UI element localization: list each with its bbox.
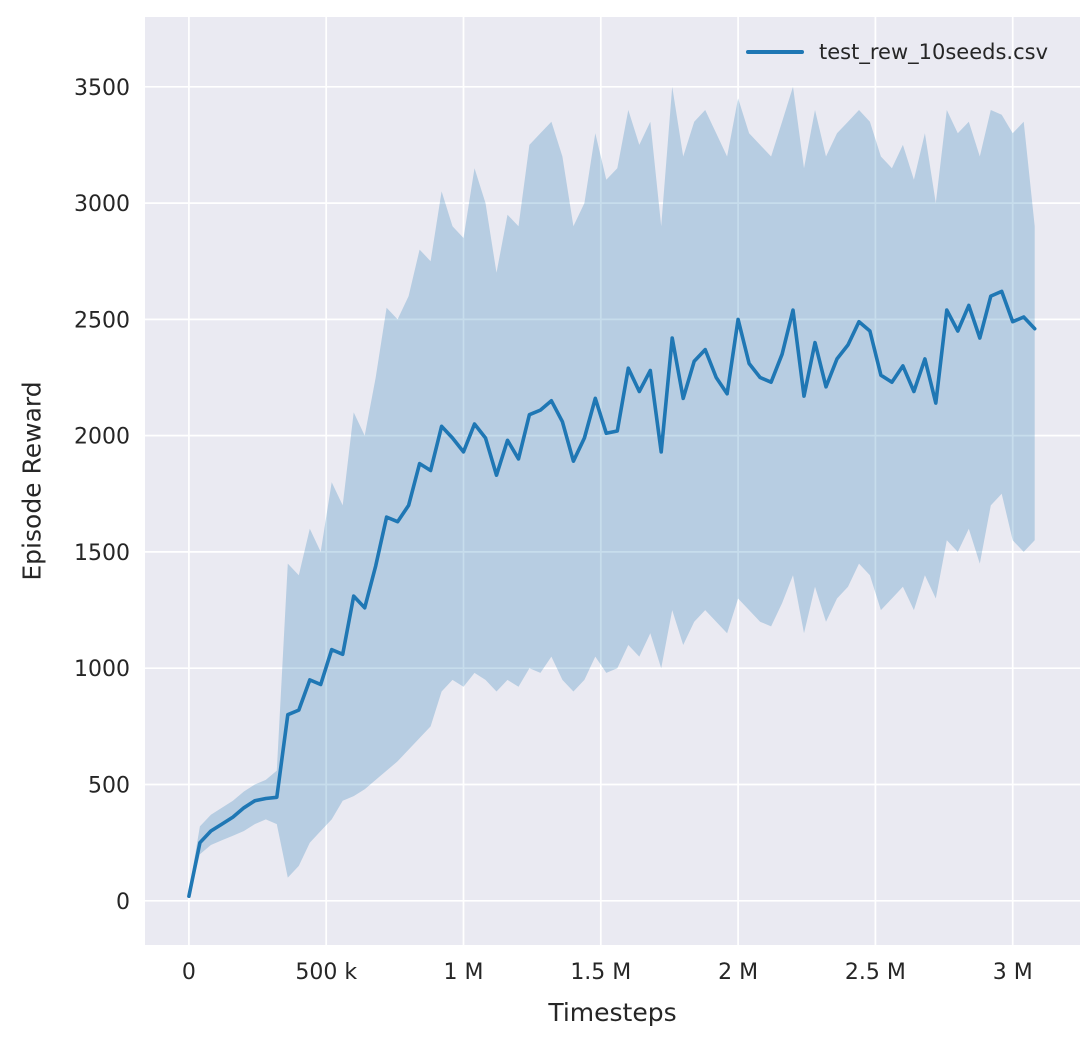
plot-area (145, 17, 1080, 945)
x-tick-label: 500 k (295, 960, 357, 985)
x-tick-label: 1 M (444, 960, 484, 985)
x-tick-label: 2.5 M (845, 960, 906, 985)
y-axis-title: Episode Reward (17, 381, 47, 581)
legend-line-swatch (746, 50, 805, 54)
x-tick-label: 3 M (993, 960, 1033, 985)
y-tick-label: 2000 (74, 425, 130, 450)
confidence-band (188, 86, 1035, 899)
y-tick-label: 2500 (74, 308, 130, 333)
y-tick-label: 500 (88, 774, 130, 799)
x-tick-label: 0 (182, 960, 196, 985)
x-tick-label: 2 M (718, 960, 758, 985)
x-axis-title: Timesteps (548, 998, 677, 1027)
y-tick-label: 3000 (74, 192, 130, 217)
y-tick-label: 1500 (74, 541, 130, 566)
x-tick-label: 1.5 M (570, 960, 631, 985)
mean-line (187, 289, 1037, 898)
legend-label: test_rew_10seeds.csv (819, 40, 1048, 64)
y-tick-label: 0 (116, 890, 130, 915)
y-tick-label: 3500 (74, 76, 130, 101)
legend: test_rew_10seeds.csv (746, 40, 1048, 64)
y-tick-label: 1000 (74, 657, 130, 682)
